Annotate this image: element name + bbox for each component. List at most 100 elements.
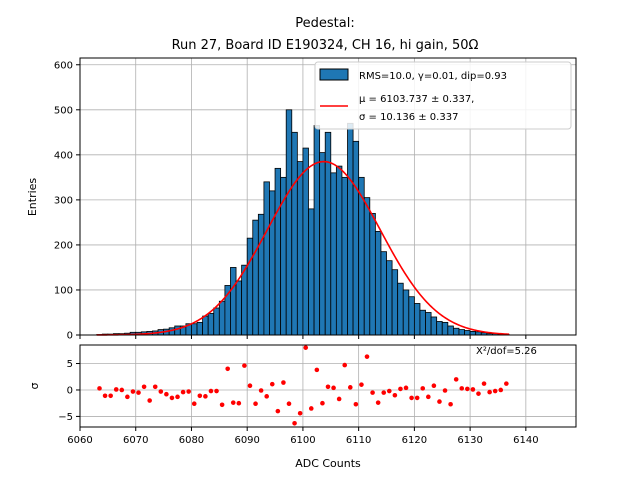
histogram-bar [352, 140, 360, 336]
residual-point [191, 401, 197, 407]
top-y-tick-label: 200 [54, 240, 73, 251]
chi2-annotation: X²/dof=5.26 [476, 346, 537, 357]
residual-point [258, 388, 264, 393]
histogram-bar [285, 109, 293, 336]
residual-point [147, 398, 152, 403]
residual-point [364, 354, 370, 359]
histogram-bar [447, 325, 454, 336]
histogram-bar [207, 312, 215, 336]
residual-point [426, 394, 431, 400]
histogram-bar [257, 213, 265, 336]
bottom-axes-frame [79, 344, 577, 428]
x-ticks: 6060 6070 6080 6090 6100 6110 6120 6130 6140 [67, 335, 539, 446]
residual-point [325, 384, 331, 390]
residual-point [320, 400, 325, 406]
residual-point [214, 388, 219, 394]
histogram-bar [202, 315, 209, 336]
residual-point [164, 391, 169, 397]
top-y-tick-label: 500 [54, 105, 73, 116]
residual-point [347, 385, 353, 390]
residual-point [459, 386, 465, 391]
residual-point [113, 387, 119, 392]
residual-point [286, 401, 292, 407]
residual-point [336, 396, 342, 402]
residual-points [97, 345, 509, 426]
histogram-bar [330, 172, 337, 336]
histogram-bar [380, 251, 387, 336]
histogram-bar [458, 329, 465, 336]
histogram-bar [391, 269, 399, 336]
top-y-tick-label: 300 [54, 195, 73, 206]
residual-point [125, 394, 130, 400]
legend-label-fit-line-1: μ = 6103.737 ± 0.337, [359, 94, 474, 105]
histogram-bar [441, 321, 449, 336]
histogram-bar [252, 219, 259, 336]
histogram-bar [386, 260, 393, 336]
x-tick-label: 6140 [513, 435, 538, 446]
residual-point [297, 410, 303, 416]
histogram-bar [308, 208, 315, 336]
residual-point [353, 401, 359, 407]
histogram-bar [369, 212, 376, 336]
residual-point [470, 387, 476, 392]
residual-point [253, 401, 258, 407]
histogram-bar [452, 327, 460, 336]
residual-point [158, 389, 164, 394]
fit-curve [96, 160, 510, 336]
residual-point [331, 385, 336, 391]
histogram-bar [213, 307, 220, 336]
residual-point [97, 386, 102, 391]
residual-point [197, 393, 203, 399]
residual-point [119, 387, 125, 393]
top-y-tick-label: 400 [54, 150, 73, 161]
residual-point [437, 399, 442, 404]
legend-swatch-histogram [319, 68, 349, 81]
residual-point [219, 402, 225, 408]
histogram-bar [291, 131, 298, 336]
histogram-bar [196, 321, 204, 336]
residual-point [359, 382, 364, 387]
top-y-ticks: 0 100 200 300 400 500 600 [54, 60, 80, 342]
histogram-bar [241, 264, 248, 336]
residual-point [403, 385, 409, 391]
histogram-bar [397, 282, 404, 336]
histogram-bar [469, 330, 477, 336]
residual-point [392, 392, 398, 398]
x-tick-label: 6080 [179, 435, 204, 446]
x-tick-label: 6070 [123, 435, 148, 446]
residual-point [242, 363, 247, 368]
residual-point [225, 366, 230, 372]
histogram-bar [302, 147, 309, 336]
residual-point [175, 394, 180, 400]
histogram-bar [218, 300, 226, 336]
residual-point [342, 362, 348, 368]
histogram-bar [464, 330, 471, 336]
residual-point [303, 345, 309, 350]
residual-point [442, 388, 448, 393]
residual-point [476, 391, 481, 396]
x-tick-label: 6130 [457, 435, 482, 446]
histogram-bar [230, 267, 237, 336]
residual-point [230, 400, 236, 405]
residual-point [504, 381, 509, 386]
x-tick-label: 6110 [346, 435, 371, 446]
residual-point [275, 408, 281, 414]
x-tick-label: 6060 [67, 435, 92, 446]
residual-point [453, 377, 459, 382]
fit-curve-group [96, 160, 510, 336]
residual-point [169, 395, 175, 401]
residual-point [269, 381, 275, 387]
bottom-y-axis-label: σ [28, 382, 41, 389]
residual-point [236, 400, 242, 406]
bottom-grid [79, 345, 576, 427]
residual-point [375, 400, 381, 405]
histogram-bar [425, 312, 432, 336]
residual-point [180, 389, 186, 395]
residual-point [387, 388, 392, 394]
histogram-bar [246, 237, 254, 336]
legend: RMS=10.0, γ=0.01, dip=0.93 μ = 6103.737 … [314, 61, 572, 130]
residual-point [141, 384, 147, 390]
residual-point [308, 406, 314, 411]
x-tick-label: 6090 [234, 435, 259, 446]
